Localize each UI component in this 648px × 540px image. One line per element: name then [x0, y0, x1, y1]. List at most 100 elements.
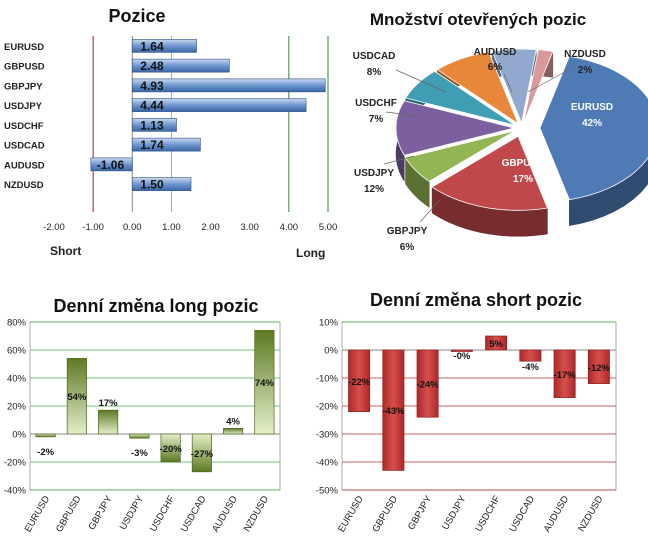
long-annotation: Long — [296, 246, 325, 260]
x-tick-label: 4.00 — [280, 222, 299, 233]
bar — [553, 349, 576, 398]
pie-slice-label: NZDUSD — [564, 49, 606, 60]
bar — [98, 409, 119, 435]
y-tick-label: 0% — [324, 346, 338, 357]
x-category-label: NZDUSD — [242, 494, 271, 534]
bar — [519, 349, 542, 362]
pie-slice-label: GBPUSD — [502, 158, 545, 169]
bar — [131, 177, 192, 191]
x-category-label: GBPUSD — [370, 494, 400, 534]
pie-slice-value: 6% — [488, 62, 503, 73]
bar-value-label: -43% — [382, 406, 405, 417]
bar-value-label: -22% — [348, 377, 371, 388]
pie-slice-label: AUDUSD — [474, 47, 517, 58]
pie-leader-line — [385, 111, 419, 117]
x-tick-label: 2.00 — [201, 222, 220, 233]
bar — [131, 78, 326, 93]
pie-slice — [436, 51, 520, 125]
bar-value-label: -2% — [37, 447, 54, 458]
bar — [131, 118, 177, 132]
y-tick-label: 80% — [7, 318, 27, 329]
long-change-chart: -40% -20% 0% 20% 40% 60% 80% -2% EURUSD 54% GBPUSD… — [4, 318, 281, 534]
pie-slice-label: EURUSD — [571, 102, 613, 113]
bar — [131, 39, 197, 53]
x-tick-label: 3.00 — [240, 222, 259, 233]
bar-value-label: 4.93 — [140, 79, 164, 93]
pie-slice-label: USDCHF — [355, 98, 397, 109]
bar-value-label: 1.13 — [140, 118, 164, 132]
short-change-title: Denní změna short pozic — [370, 290, 582, 310]
pie-slice-label: USDCAD — [353, 51, 396, 62]
pie-slice — [405, 70, 516, 126]
pie-slice — [404, 130, 516, 182]
y-tick-label: -20% — [4, 458, 27, 469]
bar — [129, 433, 150, 439]
y-tick-label: -40% — [316, 458, 339, 469]
bar — [348, 349, 371, 412]
bar — [416, 349, 439, 418]
x-category-label: GBPJPY — [406, 493, 435, 532]
bar-value-label: 4.44 — [140, 99, 164, 113]
x-category-label: USDCAD — [507, 494, 537, 534]
pozice-title: Pozice — [108, 6, 165, 26]
pie-slice-value: 6% — [400, 242, 415, 253]
x-category-label: USDCHF — [473, 494, 502, 534]
y-tick-label: 20% — [7, 402, 27, 413]
y-tick-label: -10% — [316, 374, 339, 385]
bar-value-label: -12% — [588, 363, 611, 374]
x-tick-label: 5.00 — [319, 222, 338, 233]
category-label: USDCHF — [4, 121, 44, 132]
pie-leader-line — [527, 65, 577, 93]
bar — [382, 349, 405, 471]
bar-value-label: 1.64 — [140, 39, 164, 53]
bar — [131, 137, 201, 152]
pie-slice-label: GBPJPY — [387, 226, 428, 237]
category-label: AUDUSD — [4, 160, 45, 171]
y-tick-label: -40% — [4, 486, 27, 497]
x-category-label: EURUSD — [23, 494, 53, 534]
pie-slice — [431, 135, 549, 211]
pie-slice-value: 12% — [364, 184, 384, 195]
x-category-label: AUDUSD — [210, 494, 240, 534]
category-label: GBPJPY — [4, 81, 43, 92]
y-tick-label: 10% — [319, 318, 339, 329]
category-label: USDCAD — [4, 141, 45, 152]
pie-slice — [539, 55, 648, 201]
short-change-chart: -50% -40% -30% -20% -10% 0% 10% -22% EURUSD -43% G… — [316, 318, 617, 534]
bar — [66, 358, 87, 435]
bar-value-label: -20% — [160, 444, 183, 455]
bar-value-label: 5% — [489, 339, 503, 350]
bar-value-label: 1.50 — [140, 178, 164, 192]
x-category-label: USDCHF — [148, 494, 177, 534]
bar-value-label: 17% — [99, 398, 119, 409]
pie-slice — [395, 100, 515, 156]
category-label: GBPUSD — [4, 62, 45, 73]
y-tick-label: -20% — [316, 402, 339, 413]
bar-value-label: -4% — [522, 362, 539, 373]
bar-value-label: -3% — [131, 448, 148, 459]
y-tick-label: -50% — [316, 486, 339, 497]
pozice-chart: -2.00 -1.00 0.00 1.00 2.00 3.00 4.00 5.00 EURUSD… — [4, 36, 337, 233]
bar — [485, 335, 508, 351]
bar-value-label: 54% — [67, 392, 87, 403]
pie-leader-line — [383, 155, 415, 165]
category-label: NZDUSD — [4, 180, 44, 191]
x-tick-label: 0.00 — [123, 222, 142, 233]
bar — [131, 58, 230, 73]
bar-value-label: -27% — [191, 449, 214, 460]
bar-value-label: 2.48 — [140, 59, 164, 73]
y-tick-label: 0% — [12, 430, 26, 441]
pie-slice-label: USDJPY — [354, 168, 394, 179]
pie-slice-value: 2% — [578, 65, 593, 76]
bar-value-label: -24% — [417, 380, 440, 391]
pie-leader-line — [503, 73, 513, 93]
bar — [587, 349, 610, 384]
x-category-label: USDJPY — [440, 493, 469, 532]
x-category-label: NZDUSD — [576, 494, 605, 534]
bar — [90, 157, 133, 172]
bar-value-label: 74% — [255, 378, 275, 389]
x-tick-label: -2.00 — [43, 222, 65, 233]
long-change-title: Denní změna long pozic — [53, 296, 258, 316]
x-category-label: GBPUSD — [54, 494, 84, 534]
pie-slice-value: 17% — [513, 174, 533, 185]
